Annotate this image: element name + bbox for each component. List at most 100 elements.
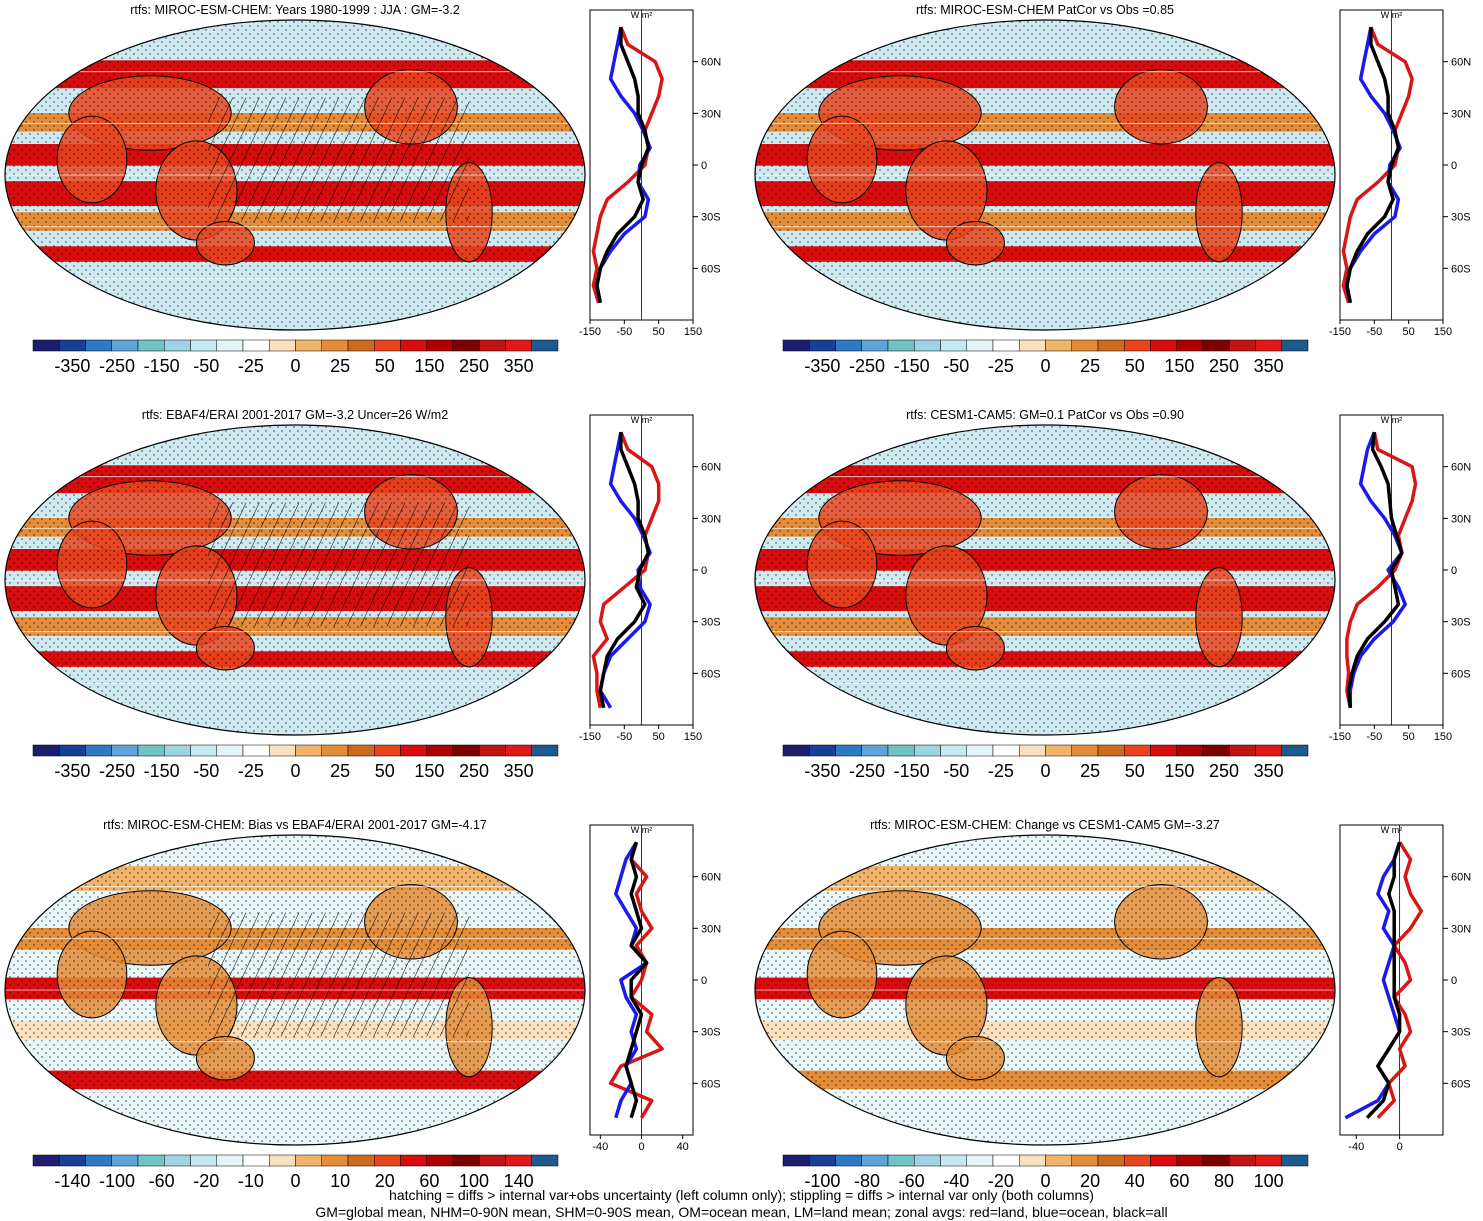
colorbar: -350 -250 -150 -50 -25 0 25 50 150 250 350	[782, 339, 1309, 376]
zonal-ytick-label: 0	[1451, 565, 1457, 577]
panel-3: rtfs: EBAF4/ERAI 2001-2017 GM=-3.2 Uncer…	[4, 408, 721, 781]
colorbar-label: -350	[54, 761, 90, 781]
zonal-xtick-label: 50	[653, 731, 665, 743]
colorbar-swatch	[505, 339, 532, 352]
colorbar-label: 25	[1080, 761, 1100, 781]
map-border	[754, 424, 1336, 736]
colorbar-swatch	[479, 744, 506, 757]
colorbar-swatch	[111, 744, 139, 757]
colorbar-swatch	[1202, 1154, 1230, 1167]
zonal-ytick-label: 30S	[1451, 212, 1471, 224]
colorbar-swatch	[1019, 1154, 1046, 1167]
colorbar-swatch	[782, 744, 810, 757]
colorbar-swatch	[59, 339, 86, 352]
map-projection	[5, 835, 585, 1145]
colorbar-swatch	[190, 744, 217, 757]
colorbar-label: -150	[144, 761, 180, 781]
colorbar-swatch	[914, 1154, 941, 1167]
zonal-series-land	[591, 431, 661, 709]
colorbar-swatch	[1124, 339, 1151, 352]
colorbar-swatch	[505, 1154, 532, 1167]
zonal-xtick-label: 40	[677, 1141, 689, 1153]
zonal-ytick-label: 60S	[701, 263, 721, 275]
colorbar-swatch	[164, 339, 191, 352]
colorbar-swatch	[190, 1154, 217, 1167]
colorbar-swatch	[1019, 744, 1046, 757]
colorbar-swatch	[137, 339, 165, 352]
zonal-xtick-label: -150	[1329, 326, 1351, 338]
panel-5: rtfs: MIROC-ESM-CHEM: Bias vs EBAF4/ERAI…	[4, 818, 721, 1191]
colorbar-swatch	[1045, 339, 1072, 352]
panel-1: rtfs: MIROC-ESM-CHEM: Years 1980-1999 : …	[4, 3, 721, 376]
colorbar-label: -25	[988, 356, 1014, 376]
panel-2: rtfs: MIROC-ESM-CHEM PatCor vs Obs =0.85…	[754, 3, 1471, 376]
zonal-mean-panel: W m² 60N 30N 0 30S 60S -150 -50 50 150	[1329, 9, 1471, 338]
colorbar-swatch	[216, 1154, 244, 1167]
colorbar-swatch	[782, 339, 810, 352]
colorbar-swatch	[1071, 1154, 1099, 1167]
panel-6: rtfs: MIROC-ESM-CHEM: Change vs CESM1-CA…	[754, 818, 1471, 1191]
colorbar-label: -150	[894, 761, 930, 781]
colorbar-swatch	[940, 1154, 967, 1167]
zonal-ytick-label: 0	[1451, 975, 1457, 987]
zonal-mean-panel: W m² 60N 30N 0 30S 60S -40 0	[1339, 824, 1471, 1153]
zonal-ytick-label: 30S	[1451, 617, 1471, 629]
colorbar-label: 50	[1125, 761, 1145, 781]
zonal-ytick-label: 30N	[1451, 923, 1471, 935]
colorbar-label: -10	[238, 1171, 264, 1191]
map-projection	[5, 20, 585, 330]
colorbar-swatch	[531, 744, 559, 757]
colorbar-label: 250	[459, 356, 489, 376]
colorbar-swatch	[1202, 744, 1230, 757]
map-projection	[755, 835, 1335, 1145]
zonal-xtick-label: 150	[1434, 326, 1452, 338]
colorbar-swatch	[1097, 744, 1125, 757]
zonal-ytick-label: 60S	[701, 1078, 721, 1090]
colorbar-swatch	[216, 744, 244, 757]
zonal-ytick-label: 60S	[1451, 1078, 1471, 1090]
zonal-xtick-label: -40	[592, 1141, 608, 1153]
colorbar-swatch	[32, 339, 60, 352]
zonal-series-all	[598, 432, 651, 709]
colorbar-swatch	[966, 1154, 994, 1167]
colorbar-label: 150	[414, 356, 444, 376]
zonal-xtick-label: 50	[1403, 731, 1415, 743]
colorbar-swatch	[269, 744, 296, 757]
colorbar-swatch	[1097, 1154, 1125, 1167]
colorbar-swatch	[887, 744, 915, 757]
colorbar-swatch	[400, 1154, 427, 1167]
colorbar-label: 60	[1169, 1171, 1189, 1191]
colorbar-label: 0	[1040, 1171, 1050, 1191]
colorbar-label: -20	[988, 1171, 1014, 1191]
colorbar-swatch	[992, 1154, 1020, 1167]
colorbar-swatch	[1176, 339, 1204, 352]
colorbar-swatch	[321, 1154, 349, 1167]
colorbar-swatch	[1255, 744, 1282, 757]
colorbar-swatch	[887, 1154, 915, 1167]
colorbar-swatch	[1281, 339, 1309, 352]
zonal-xtick-label: -50	[616, 326, 632, 338]
colorbar-swatch	[861, 339, 889, 352]
colorbar: -350 -250 -150 -50 -25 0 25 50 150 250 350	[782, 744, 1309, 781]
colorbar-label: 50	[375, 356, 395, 376]
colorbar-swatch	[479, 339, 506, 352]
zonal-units: W m²	[1381, 825, 1403, 835]
zonal-series-ocean	[1348, 431, 1407, 708]
colorbar-label: 0	[290, 761, 300, 781]
zonal-xtick-label: 0	[638, 1141, 644, 1153]
colorbar-swatch	[452, 339, 480, 352]
colorbar-swatch	[111, 339, 139, 352]
colorbar-swatch	[914, 339, 941, 352]
colorbar: -100 -80 -60 -40 -20 0 20 40 60 80 100	[782, 1154, 1309, 1191]
colorbar-label: 0	[1040, 356, 1050, 376]
colorbar-label: 25	[330, 356, 350, 376]
zonal-ytick-label: 60N	[701, 57, 721, 69]
colorbar-label: 20	[1080, 1171, 1100, 1191]
colorbar-label: 80	[1214, 1171, 1234, 1191]
colorbar-swatch	[347, 1154, 375, 1167]
hatching-overlay	[208, 502, 469, 627]
zonal-xtick-label: 0	[1397, 1141, 1403, 1153]
zonal-ytick-label: 60N	[1451, 57, 1471, 69]
colorbar-label: 25	[1080, 356, 1100, 376]
zonal-mean-panel: W m² 60N 30N 0 30S 60S -40 0 40	[589, 824, 721, 1153]
